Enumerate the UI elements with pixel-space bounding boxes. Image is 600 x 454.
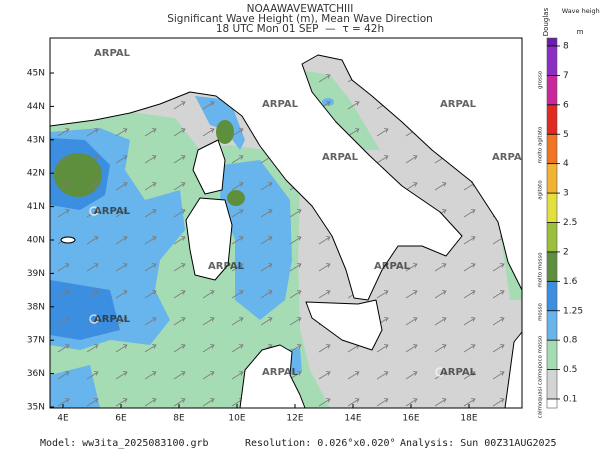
watermark: ARPAL — [262, 99, 299, 110]
watermark: ARPAL — [94, 48, 131, 59]
watermark: ARPAL — [322, 152, 359, 163]
watermark-logo — [435, 99, 445, 109]
watermarks: ARPAL ARPAL ARPAL ARPAL ARPAL ARPAL ARPAL ARPAL… — [89, 48, 529, 378]
watermark-logo — [203, 261, 213, 271]
lat-label: 38N — [27, 302, 45, 312]
color-band — [547, 46, 557, 76]
sicily — [305, 299, 383, 351]
lon-label: 6E — [115, 414, 127, 424]
color-band — [547, 222, 557, 252]
color-band — [547, 75, 557, 105]
watermark: ARPAL — [208, 261, 245, 272]
legend-title: Douglas — [542, 7, 550, 36]
scale-label: 5 — [563, 130, 569, 140]
mainland-coast — [50, 38, 522, 301]
lat-label: 45N — [27, 69, 45, 79]
color-band — [547, 369, 557, 399]
legend-unit-title: Wave height — [562, 7, 600, 15]
map-area: ARPAL ARPAL ARPAL ARPAL ARPAL ARPAL ARPAL ARPAL… — [50, 38, 529, 408]
footer-analysis: Analysis: Sun 00Z31AUG2025 — [400, 438, 557, 449]
scale-label: 0.5 — [563, 365, 577, 375]
watermark: ARPAL — [492, 152, 529, 163]
scale-label: 0.8 — [563, 336, 578, 346]
watermark: ARPAL — [262, 367, 299, 378]
watermark: ARPAL — [374, 261, 411, 272]
watermark-logo — [257, 99, 267, 109]
lat-label: 37N — [27, 336, 45, 346]
scale-label: 2 — [563, 247, 569, 257]
scale-label: 4 — [563, 159, 569, 169]
watermark: ARPAL — [440, 99, 477, 110]
lat-label: 44N — [27, 102, 45, 112]
color-band — [547, 38, 557, 46]
scale-label: 7 — [563, 71, 569, 81]
scale-label: 2.5 — [563, 218, 577, 228]
watermark: ARPAL — [94, 206, 131, 217]
douglas-term: poco mosso — [538, 335, 544, 368]
watermark-logo — [317, 152, 327, 162]
minorca — [60, 236, 76, 244]
lon-label: 12E — [286, 414, 303, 424]
corsica — [192, 139, 226, 195]
lat-label: 36N — [27, 369, 45, 379]
lat-label: 40N — [27, 236, 45, 246]
douglas-term: agitato — [538, 180, 544, 200]
color-band — [547, 340, 557, 370]
color-band — [547, 310, 557, 341]
lon-label: 18E — [460, 414, 477, 424]
color-band — [547, 134, 557, 164]
watermark-logo — [257, 367, 267, 377]
map-frame — [49, 37, 523, 409]
watermark-logo — [89, 48, 99, 58]
watermark: ARPAL — [440, 367, 477, 378]
color-bar-frame — [546, 37, 558, 409]
douglas-term: molto agitato — [538, 126, 544, 164]
lat-label: 41N — [27, 202, 45, 212]
color-band — [547, 104, 557, 135]
scale-label: 3 — [563, 189, 569, 199]
lon-label: 4E — [57, 414, 69, 424]
watermark-logo — [435, 367, 445, 377]
scale-label: 8 — [563, 42, 569, 52]
douglas-term: quasi calmo — [538, 368, 544, 402]
color-band — [547, 251, 557, 282]
lon-label: 10E — [228, 414, 245, 424]
axis-labels: 35N 36N 37N 38N 39N 40N 41N 42N 43N 44N 45N 4E 6E 8E 1… — [27, 69, 478, 424]
scale-label: 1.25 — [563, 306, 583, 316]
footer-resolution: Resolution: 0.026°x0.020° — [245, 438, 396, 449]
watermark-logo — [89, 206, 99, 216]
color-band — [547, 163, 557, 194]
lat-label: 43N — [27, 135, 45, 145]
color-band — [547, 193, 557, 223]
lon-label: 8E — [173, 414, 185, 424]
watermark: ARPAL — [94, 314, 131, 325]
scale-label: 1.6 — [563, 277, 578, 287]
watermark-logo — [89, 314, 99, 324]
color-band — [547, 399, 557, 408]
lon-label: 14E — [344, 414, 361, 424]
watermark-logo — [487, 152, 497, 162]
map-title: Significant Wave Height (m), Mean Wave D… — [167, 13, 433, 25]
lat-label: 39N — [27, 269, 45, 279]
tunisia-coast — [239, 344, 306, 408]
footer-model: Model: ww3ita_2025083100.grb — [40, 438, 209, 449]
legend-unit: m — [577, 28, 584, 36]
lat-label: 42N — [27, 169, 45, 179]
lat-label: 35N — [27, 403, 45, 413]
douglas-term: molto mosso — [538, 252, 544, 288]
douglas-term: mosso — [538, 302, 544, 320]
sardinia — [185, 197, 233, 281]
douglas-term: grosso — [538, 70, 544, 89]
scale-label: 0.1 — [563, 395, 577, 405]
model-name: NOAAWAVEWATCHIII — [247, 3, 354, 15]
greece-coast — [504, 331, 522, 408]
color-band — [547, 281, 557, 311]
watermark-logo — [369, 261, 379, 271]
scale-label: 6 — [563, 100, 569, 110]
lon-label: 16E — [402, 414, 419, 424]
douglas-term: calmo — [538, 401, 544, 418]
forecast-time: 18 UTC Mon 01 SEP — τ = 42h — [216, 23, 384, 35]
